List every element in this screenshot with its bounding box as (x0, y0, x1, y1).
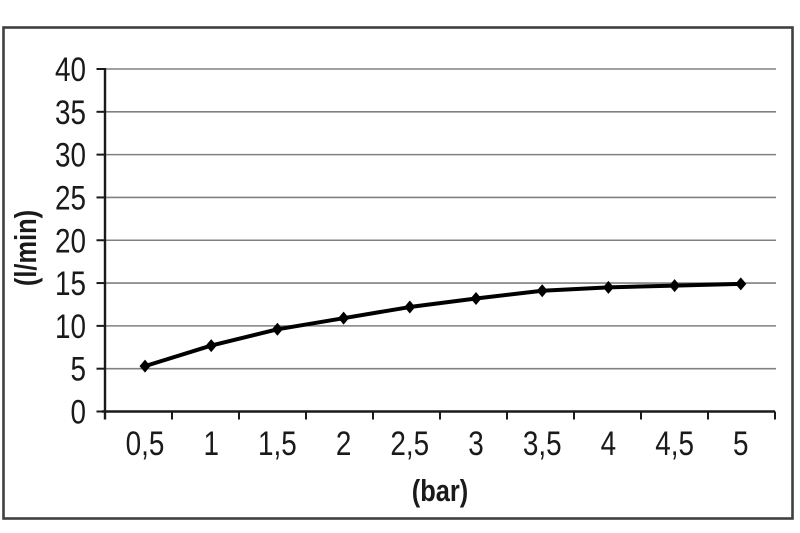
data-point-marker (536, 284, 548, 298)
y-tick-label: 40 (55, 50, 86, 88)
data-point-marker (205, 339, 217, 353)
x-tick-label: 4,5 (655, 424, 694, 462)
y-tick-label: 0 (70, 393, 86, 431)
x-axis-title: (bar) (412, 474, 468, 509)
x-tick-label: 3 (468, 424, 484, 462)
data-point-marker (735, 277, 747, 291)
plot-area: 0 5 10 15 20 25 30 35 40 0,5 1 1,5 2 2,5 3 3,5 4 4,5 5 (55, 50, 776, 463)
x-tick-label: 1,5 (258, 424, 297, 462)
y-tick-label: 15 (55, 264, 86, 302)
data-point-marker (139, 359, 151, 373)
x-tick-label: 2 (336, 424, 352, 462)
y-tick-label: 10 (55, 307, 86, 345)
data-point-marker (470, 291, 482, 305)
x-tick-label: 5 (733, 424, 749, 462)
y-tick-label: 20 (55, 222, 86, 260)
data-point-marker (669, 279, 681, 293)
x-tick-label: 4 (601, 424, 617, 462)
y-tick-label: 35 (55, 93, 86, 131)
y-tick-label: 25 (55, 179, 86, 217)
y-tick-label: 5 (70, 350, 86, 388)
series-line (143, 281, 743, 369)
x-tick-label: 0,5 (126, 424, 165, 462)
x-tick-label: 2,5 (390, 424, 429, 462)
data-point-marker (404, 300, 416, 314)
data-point-marker (602, 280, 614, 294)
chart-frame (2, 26, 794, 520)
y-axis-title: (l/min) (9, 210, 44, 286)
y-tick-label: 30 (55, 136, 86, 174)
data-point-marker (271, 322, 283, 336)
x-tick-label: 3,5 (523, 424, 562, 462)
x-tick-label: 1 (203, 424, 219, 462)
data-point-marker (338, 311, 350, 325)
